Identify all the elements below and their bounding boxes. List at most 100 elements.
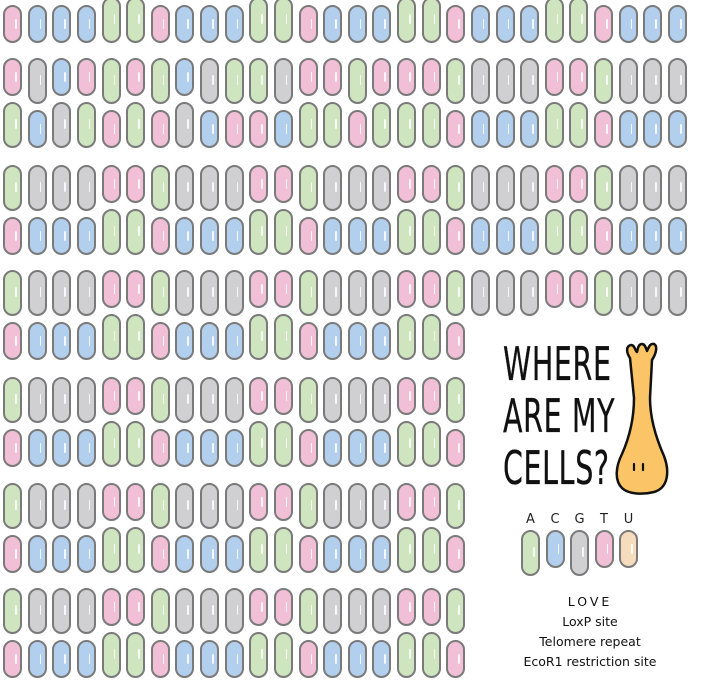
base-G (643, 270, 663, 316)
base-A (298, 270, 318, 316)
base-C (668, 217, 687, 255)
base-G (52, 588, 72, 634)
base-A (298, 483, 318, 529)
base-G (27, 588, 47, 634)
base-G (347, 165, 367, 211)
base-C (520, 217, 540, 255)
base-G (372, 270, 392, 316)
motif-love: LOVE (567, 594, 613, 609)
base-A (594, 270, 614, 316)
logo-line-1: WHERE (503, 337, 612, 391)
base-T (101, 377, 121, 415)
base-G (27, 377, 47, 423)
base-A (397, 421, 417, 467)
base-G (27, 483, 47, 529)
base-G (76, 483, 96, 529)
base-C (470, 110, 490, 148)
base-G (470, 270, 490, 316)
cell-mascot-icon (615, 342, 669, 495)
base-C (495, 5, 515, 43)
base-C (76, 322, 96, 360)
base-C (200, 322, 220, 360)
base-T (150, 429, 170, 467)
base-T (298, 535, 318, 573)
base-A (3, 270, 22, 316)
base-G (372, 165, 392, 211)
base-T (569, 270, 589, 308)
base-C (273, 110, 293, 148)
base-C (347, 535, 367, 573)
base-A (126, 102, 146, 148)
base-A (544, 209, 564, 255)
legend-pill-A (521, 530, 540, 576)
base-G (76, 588, 96, 634)
base-A (397, 102, 417, 148)
base-G (668, 58, 687, 104)
base-C (618, 217, 638, 255)
base-T (446, 322, 466, 360)
base-A (3, 588, 22, 634)
base-G (175, 270, 195, 316)
base-A (421, 421, 441, 467)
base-C (347, 217, 367, 255)
base-G (200, 588, 220, 634)
base-C (347, 5, 367, 43)
base-G (76, 377, 96, 423)
base-T (347, 110, 367, 148)
base-T (126, 377, 146, 415)
base-T (446, 640, 466, 678)
base-T (594, 5, 614, 43)
legend-letter-T: T (600, 512, 608, 527)
base-T (397, 377, 417, 415)
base-T (150, 217, 170, 255)
base-G (175, 483, 195, 529)
base-A (569, 0, 589, 43)
base-G (175, 102, 195, 148)
base-T (421, 483, 441, 521)
base-G (347, 377, 367, 423)
base-C (200, 110, 220, 148)
base-T (249, 588, 269, 626)
base-G (643, 165, 663, 211)
base-C (323, 322, 343, 360)
base-T (101, 165, 121, 203)
base-T (3, 217, 22, 255)
base-A (421, 527, 441, 573)
base-T (249, 377, 269, 415)
base-C (643, 110, 663, 148)
base-A (421, 0, 441, 43)
base-C (618, 5, 638, 43)
base-C (27, 429, 47, 467)
base-A (150, 58, 170, 104)
base-G (52, 483, 72, 529)
base-T (3, 429, 22, 467)
base-G (618, 270, 638, 316)
base-G (224, 165, 244, 211)
base-A (273, 421, 293, 467)
base-G (323, 483, 343, 529)
base-T (544, 270, 564, 308)
base-T (298, 429, 318, 467)
legend-letter-G: G (574, 512, 585, 527)
base-A (273, 0, 293, 43)
base-A (150, 588, 170, 634)
base-T (126, 58, 146, 96)
base-A (76, 102, 96, 148)
base-T (249, 483, 269, 521)
legend-letter-U: U (623, 512, 634, 527)
base-C (52, 5, 72, 43)
base-A (101, 314, 121, 360)
base-C (495, 110, 515, 148)
base-C (175, 5, 195, 43)
base-C (347, 322, 367, 360)
base-A (126, 527, 146, 573)
base-A (249, 421, 269, 467)
base-C (224, 5, 244, 43)
base-C (372, 322, 392, 360)
base-A (3, 102, 22, 148)
base-G (372, 377, 392, 423)
base-G (668, 165, 687, 211)
base-A (298, 377, 318, 423)
base-T (126, 483, 146, 521)
